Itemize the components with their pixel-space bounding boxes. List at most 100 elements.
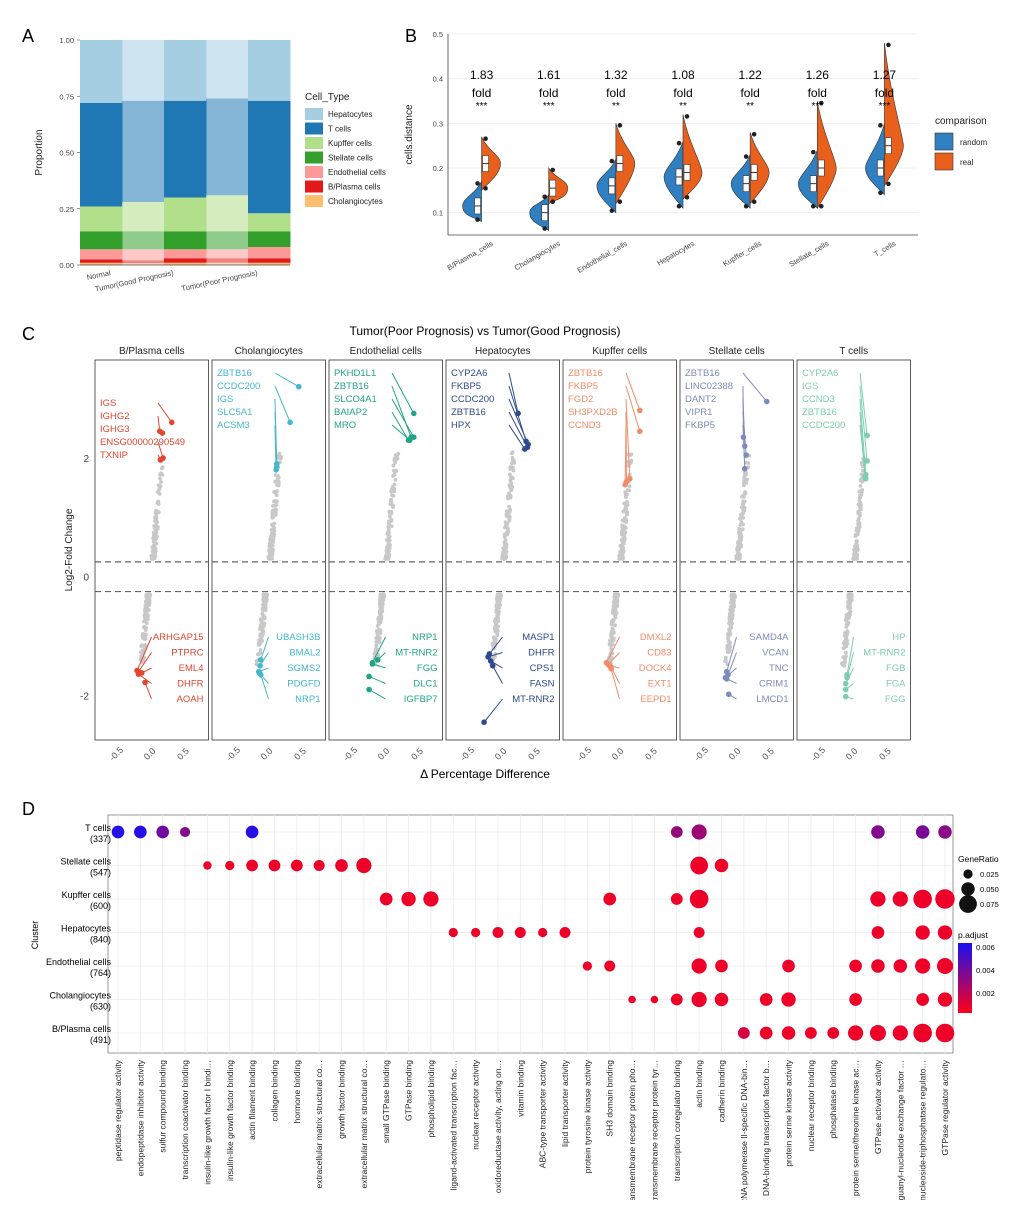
- panel-c-gene-point: [614, 594, 618, 598]
- panel-c-gene-point: [391, 505, 395, 509]
- panel-d-term-label: endopeptidase inhibitor activity: [135, 1059, 145, 1176]
- panel-b-outlier-point: [677, 204, 682, 209]
- panel-a-bar-segment: [122, 231, 165, 249]
- panel-c-gene-label: CCDC200: [802, 420, 845, 431]
- panel-c-gene-point: [740, 495, 744, 499]
- panel-b-outlier-point: [878, 123, 883, 128]
- panel-c-gene-point: [158, 477, 162, 481]
- panel-c-gene-point: [392, 464, 396, 468]
- panel-c-gene-point: [726, 636, 730, 640]
- panel-c-gene-point: [156, 501, 160, 505]
- panel-c-gene-point: [387, 531, 391, 535]
- panel-b-fold-word: fold: [606, 86, 625, 100]
- panel-d-term-label: extracellular matrix structural co…: [314, 1060, 324, 1188]
- panel-c-gene-point: [846, 602, 850, 606]
- panel-b-y-tick-label: 0.5: [433, 30, 443, 39]
- panel-c-gene-point: [263, 597, 267, 601]
- panel-b-fold-value: 1.83: [470, 68, 494, 82]
- panel-d-enrichment-dot: [849, 960, 862, 973]
- panel-c-gene-point: [495, 633, 499, 637]
- panel-a-y-tick-label: 0.25: [59, 205, 74, 214]
- panel-a-bar-segment: [164, 249, 207, 258]
- panel-a-bar-segment: [248, 101, 291, 214]
- panel-d-enrichment-dot: [871, 825, 885, 839]
- panel-b-significance: ***: [543, 101, 555, 112]
- panel-d-color-legend-label: 0.004: [976, 966, 995, 975]
- panel-d-enrichment-dot: [694, 927, 705, 938]
- panel-b-fold-word: fold: [673, 86, 692, 100]
- panel-a-bar-segment: [80, 259, 123, 262]
- panel-b-significance: ***: [879, 101, 891, 112]
- panel-c-gene-point: [505, 509, 509, 513]
- panel-c-gene-point: [389, 510, 393, 514]
- panel-c-x-tick-label: 0.5: [526, 746, 542, 762]
- panel-c-highlight-point: [608, 666, 614, 672]
- panel-c-x-tick-label: 0.5: [760, 746, 776, 762]
- panel-c-gene-point: [272, 490, 276, 494]
- panel-d-enrichment-dot: [715, 859, 729, 873]
- panel-c-gene-point: [142, 620, 146, 624]
- panel-d-term-label: DNA-binding transcription factor b…: [761, 1060, 771, 1196]
- panel-d-enrichment-dot: [225, 861, 234, 870]
- panel-c-highlight-point: [522, 446, 528, 452]
- panel-c-gene-label: ZBTB16: [451, 407, 486, 418]
- panel-d-term-label: collagen binding: [269, 1060, 279, 1122]
- panel-d-cluster-label: Hepatocytes: [61, 924, 112, 934]
- panel-c-y-axis-title: Log2-Fold Change: [64, 508, 75, 591]
- panel-c-facet-title: Hepatocytes: [475, 346, 531, 357]
- panel-c-highlight-point: [370, 661, 376, 667]
- panel-c-gene-point: [731, 601, 735, 605]
- panel-c-gene-point: [264, 603, 268, 607]
- panel-b-fold-value: 1.26: [806, 68, 830, 82]
- panel-c-gene-point: [619, 553, 623, 557]
- panel-c-gene-label: IGHG3: [100, 424, 130, 435]
- panel-d-term-label: protein serine/threonine kinase ac…: [851, 1060, 861, 1196]
- panel-c-facet-title: Kupffer cells: [592, 346, 647, 357]
- panel-c-gene-point: [728, 633, 732, 637]
- panel-c-gene-label: ZBTB16: [334, 381, 369, 392]
- panel-c-gene-point: [857, 503, 861, 507]
- panel-a-bar-segment: [248, 213, 291, 231]
- panel-c-gene-point: [844, 625, 848, 629]
- panel-b-y-tick-label: 0.1: [433, 209, 443, 218]
- panel-c-gene-label: FGG: [417, 663, 438, 674]
- panel-c-facet-title: Cholangiocytes: [235, 346, 303, 357]
- panel-c-x-tick-label: 0.5: [877, 746, 893, 762]
- panel-d-term-label: oxidoreductase activity, acting on…: [493, 1060, 503, 1193]
- panel-c-gene-point: [143, 643, 147, 647]
- panel-d-enrichment-dot: [246, 826, 259, 839]
- panel-c-highlight-point: [742, 466, 748, 472]
- panel-c-gene-point: [730, 610, 734, 614]
- panel-d-enrichment-dot: [423, 891, 438, 906]
- panel-c-gene-label: MASP1: [522, 632, 554, 643]
- panel-d-size-legend-dot: [961, 882, 975, 896]
- panel-c-gene-point: [155, 517, 159, 521]
- panel-b-outlier-point: [819, 204, 824, 209]
- panel-d-enrichment-dot: [583, 961, 592, 970]
- panel-a-legend-swatch: [305, 181, 323, 193]
- panel-d-enrichment-dot: [938, 825, 952, 839]
- panel-d-enrichment-dot: [690, 857, 708, 875]
- panel-c-highlight-point: [366, 674, 372, 680]
- panel-d-enrichment-dot: [314, 860, 325, 871]
- panel-c-gene-point: [260, 612, 264, 616]
- panel-c-gene-point: [741, 515, 745, 519]
- panel-c-gene-point: [509, 465, 513, 469]
- panel-c-gene-point: [154, 511, 158, 515]
- panel-b-outlier-point: [550, 199, 555, 204]
- panel-c-gene-label: EML4: [179, 663, 204, 674]
- panel-d-enrichment-dot: [603, 893, 616, 906]
- panel-a-bar-segment: [206, 249, 249, 258]
- panel-c-gene-point: [380, 598, 384, 602]
- panel-d-term-label: RNA polymerase II-specific DNA-bin…: [739, 1060, 749, 1200]
- panel-c-gene-point: [386, 525, 390, 529]
- panel-d-term-label: protein tyrosine kinase activity: [582, 1059, 592, 1173]
- panel-c-gene-label: DHFR: [528, 648, 555, 659]
- panel-c-gene-label: DOCK4: [639, 663, 672, 674]
- panel-d-enrichment-dot-plot: T cells(337)Stellate cells(547)Kupffer c…: [30, 815, 999, 1200]
- panel-d-enrichment-dot: [180, 827, 190, 837]
- panel-c-gene-point: [844, 654, 848, 658]
- panel-b-outlier-point: [685, 195, 690, 200]
- panel-c-gene-point: [273, 480, 277, 484]
- panel-d-cluster-count: (630): [90, 1002, 111, 1012]
